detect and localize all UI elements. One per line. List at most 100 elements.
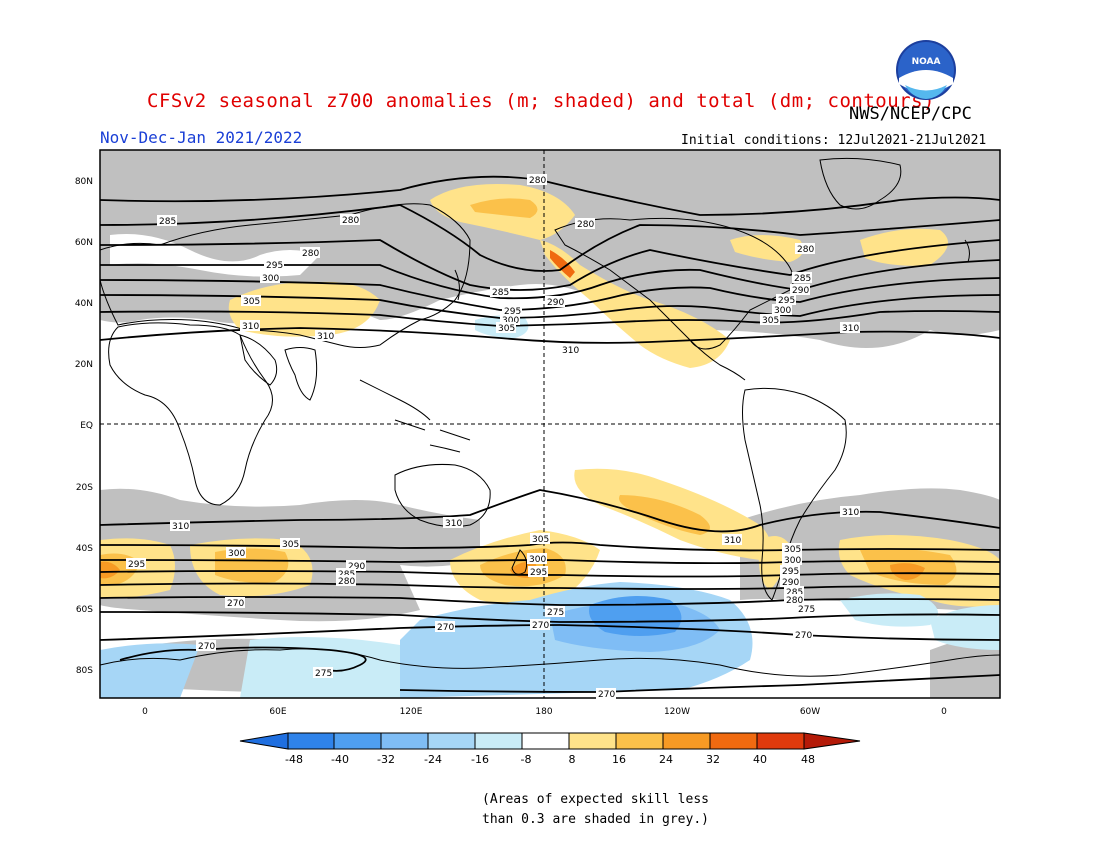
- contour-label: 305: [282, 540, 299, 550]
- colorbar-cell: [380, 732, 429, 750]
- colorbar-cell: [287, 732, 335, 750]
- contour-label: 300: [784, 556, 801, 566]
- contour-label: 305: [498, 324, 515, 334]
- contour-label: 310: [317, 332, 334, 342]
- contour-label: 305: [243, 297, 260, 307]
- contour-label: 285: [159, 217, 176, 227]
- skill-note-line1: (Areas of expected skill less: [482, 792, 709, 807]
- contour-label: 310: [724, 536, 741, 546]
- colorbar-cell: [333, 732, 382, 750]
- colorbar-cell: [662, 732, 711, 750]
- lat-label: 60N: [75, 238, 93, 248]
- lon-label: 180: [535, 707, 552, 717]
- contour-label: 275: [798, 605, 815, 615]
- colorbar-label: -48: [285, 753, 303, 766]
- forecast-period: Nov-Dec-Jan 2021/2022: [100, 128, 303, 147]
- contour-label: 295: [128, 560, 145, 570]
- lat-label: 40N: [75, 299, 93, 309]
- contour-label: 280: [338, 577, 355, 587]
- noaa-logo: NOAA: [896, 40, 956, 100]
- colorbar-label: -32: [377, 753, 395, 766]
- noaa-logo-text: NOAA: [912, 57, 941, 67]
- contour-label: 310: [842, 508, 859, 518]
- colorbar-arrow-left: [239, 732, 289, 750]
- colorbar-label: 16: [612, 753, 626, 766]
- colorbar-label: -16: [471, 753, 489, 766]
- contour-label: 295: [782, 567, 799, 577]
- contour-label: 290: [348, 562, 365, 572]
- colorbar-label: -8: [521, 753, 532, 766]
- contour-label: 310: [562, 346, 579, 356]
- contour-label: 270: [795, 631, 812, 641]
- contour-label: 310: [445, 519, 462, 529]
- contour-label: 300: [228, 549, 245, 559]
- lat-label: EQ: [80, 421, 93, 431]
- lat-label: 80N: [75, 177, 93, 187]
- contour-label: 290: [547, 298, 564, 308]
- contour-label: 280: [797, 245, 814, 255]
- coastlines: [99, 157, 1001, 677]
- contour-label: 295: [530, 568, 547, 578]
- contour-label: 300: [502, 316, 519, 326]
- contour-label: 285: [492, 288, 509, 298]
- contour-label: 270: [437, 623, 454, 633]
- lat-label: 80S: [76, 666, 93, 676]
- lat-label: 20S: [76, 483, 93, 493]
- colorbar-label: 24: [659, 753, 673, 766]
- colorbar-arrow-right: [803, 732, 861, 750]
- colorbar-cell: [615, 732, 664, 750]
- contour-label: 270: [198, 642, 215, 652]
- map-panel: [99, 149, 1001, 699]
- contour-label: 310: [842, 324, 859, 334]
- longitude-labels: 0 60E 120E 180 120W 60W 0: [142, 707, 947, 717]
- contour-label: 295: [778, 296, 795, 306]
- contour-label: 285: [794, 274, 811, 284]
- contour-label: 275: [315, 669, 332, 679]
- contour-label: 280: [529, 176, 546, 186]
- colorbar-cell: [568, 732, 617, 750]
- contour-label: 270: [532, 621, 549, 631]
- contour-labels: 280 280 285 280 280 280 295 300 285 290 …: [126, 174, 860, 700]
- lat-label: 60S: [76, 605, 93, 615]
- lat-label: 40S: [76, 544, 93, 554]
- map-frame: [99, 149, 1001, 699]
- contour-label: 300: [774, 306, 791, 316]
- contour-label: 280: [302, 249, 319, 259]
- colorbar-cell: [474, 732, 523, 750]
- colorbar-label: 40: [753, 753, 767, 766]
- contour-label: 295: [266, 261, 283, 271]
- colorbar-label: -24: [424, 753, 442, 766]
- colorbar: -48 -40 -32 -24 -16 -8 8 16 24 32 40 48: [239, 732, 861, 766]
- lon-label: 0: [142, 707, 148, 717]
- contour-label: 305: [762, 316, 779, 326]
- contour-label: 310: [172, 522, 189, 532]
- colorbar-label: 48: [801, 753, 815, 766]
- contour-label: 270: [227, 599, 244, 609]
- contour-label: 300: [262, 274, 279, 284]
- colorbar-label: -40: [331, 753, 349, 766]
- org-label: NWS/NCEP/CPC: [849, 104, 972, 124]
- contour-label: 270: [598, 690, 615, 700]
- lon-label: 120E: [400, 707, 423, 717]
- colorbar-cell: [709, 732, 758, 750]
- colorbar-label: 32: [706, 753, 720, 766]
- colorbar-label: 8: [569, 753, 576, 766]
- contour-label: 305: [784, 545, 801, 555]
- contour-label: 275: [547, 608, 564, 618]
- lat-label: 20N: [75, 360, 93, 370]
- contour-label: 310: [242, 322, 259, 332]
- contour-label: 290: [782, 578, 799, 588]
- contour-label: 280: [342, 216, 359, 226]
- colorbar-cell: [521, 732, 570, 750]
- lon-label: 60E: [269, 707, 286, 717]
- lon-label: 120W: [664, 707, 690, 717]
- contour-label: 305: [532, 535, 549, 545]
- skill-note-line2: than 0.3 are shaded in grey.): [482, 812, 709, 827]
- contour-label: 285: [786, 588, 803, 598]
- contour-label: 295: [504, 307, 521, 317]
- lon-label: 60W: [800, 707, 820, 717]
- contour-label: 280: [786, 596, 803, 606]
- height-contours: [99, 175, 1001, 693]
- contour-label: 280: [577, 220, 594, 230]
